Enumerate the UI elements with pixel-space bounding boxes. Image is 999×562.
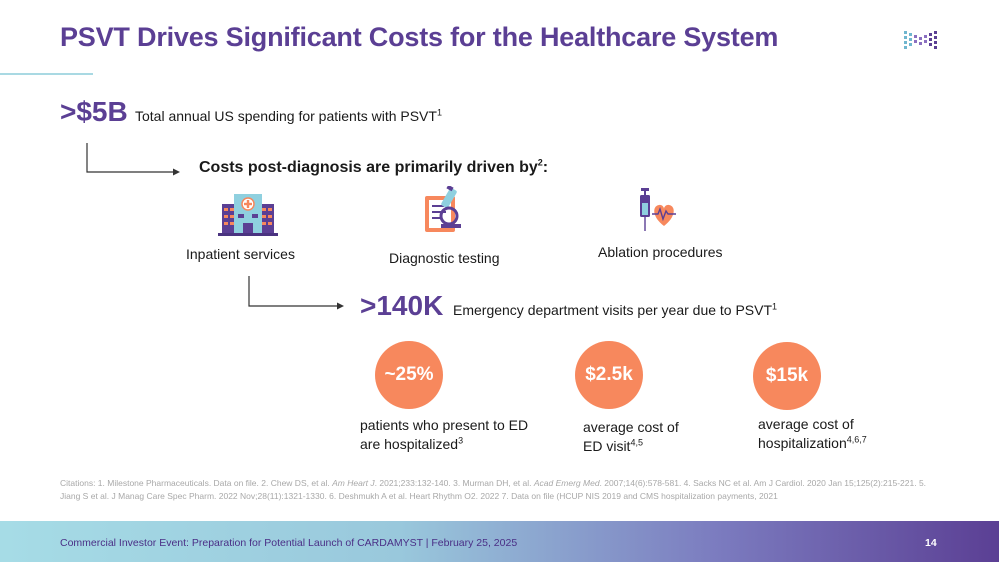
slide-title: PSVT Drives Significant Costs for the He… <box>60 22 779 52</box>
connector-arrow <box>248 276 344 310</box>
footnote-ref: 1 <box>772 301 778 312</box>
stat-label-line: are hospitalized <box>360 436 459 452</box>
citation-text: Citations: 1. Milestone Pharmaceuticals.… <box>60 478 333 488</box>
stat-circle-hospitalization-cost: $15k <box>753 342 821 410</box>
citations: Citations: 1. Milestone Pharmaceuticals.… <box>60 477 940 502</box>
category-label-diagnostic: Diagnostic testing <box>389 250 500 266</box>
footer-text: Commercial Investor Event: Preparation f… <box>60 537 518 549</box>
hospital-icon <box>218 194 278 236</box>
stat-label-hospitalization-cost: average cost of hospitalization4,6,7 <box>758 415 867 453</box>
footnote-ref: 4,5 <box>630 437 643 448</box>
stat-circle-hospitalized: ~25% <box>375 341 443 409</box>
costs-heading: Costs post-diagnosis are primarily drive… <box>199 157 549 177</box>
stat-label-line: ED visit <box>583 438 631 454</box>
stat-label-ed-cost: average cost of ED visit4,5 <box>583 418 679 456</box>
annual-spending-value: >$5B <box>60 96 128 127</box>
ed-visits-value: >140K <box>360 290 444 321</box>
annual-spending-label: Total annual US spending for patients wi… <box>135 108 442 124</box>
connector-arrow <box>86 143 180 176</box>
ed-visits-text: Emergency department visits per year due… <box>453 302 773 318</box>
annual-spending-text: Total annual US spending for patients wi… <box>135 108 437 124</box>
costs-heading-suffix: : <box>542 159 549 176</box>
footer-bar <box>0 521 999 562</box>
stat-label-hospitalized: patients who present to ED are hospitali… <box>360 416 528 454</box>
category-label-ablation: Ablation procedures <box>598 244 723 260</box>
stat-label-line: average cost of <box>758 416 854 432</box>
title-divider <box>0 73 93 75</box>
footnote-ref: 2 <box>537 157 543 168</box>
footnote-ref: 4,6,7 <box>846 434 867 445</box>
microscope-report-icon <box>425 186 461 232</box>
category-label-inpatient: Inpatient services <box>186 246 295 262</box>
company-logo-icon <box>904 31 937 49</box>
page-number: 14 <box>925 537 937 549</box>
stat-label-line: hospitalization <box>758 435 847 451</box>
footnote-ref: 3 <box>458 435 464 446</box>
citation-text: . 2021;233:132-140. 3. Murman DH, et al. <box>374 478 534 488</box>
ed-visits-label: Emergency department visits per year due… <box>453 302 777 318</box>
stat-label-line: average cost of <box>583 419 679 435</box>
stat-circle-ed-cost: $2.5k <box>575 341 643 409</box>
syringe-heart-icon <box>640 188 676 231</box>
stat-label-line: patients who present to ED <box>360 417 529 433</box>
costs-heading-text: Costs post-diagnosis are primarily drive… <box>199 159 538 176</box>
citation-journal: Am Heart J <box>332 478 375 488</box>
citation-journal: Acad Emerg Med <box>533 478 600 488</box>
footnote-ref: 1 <box>436 107 442 118</box>
citation-text: . 2007;14(6):578-581. 4. Sacks NC et al.… <box>60 478 927 501</box>
